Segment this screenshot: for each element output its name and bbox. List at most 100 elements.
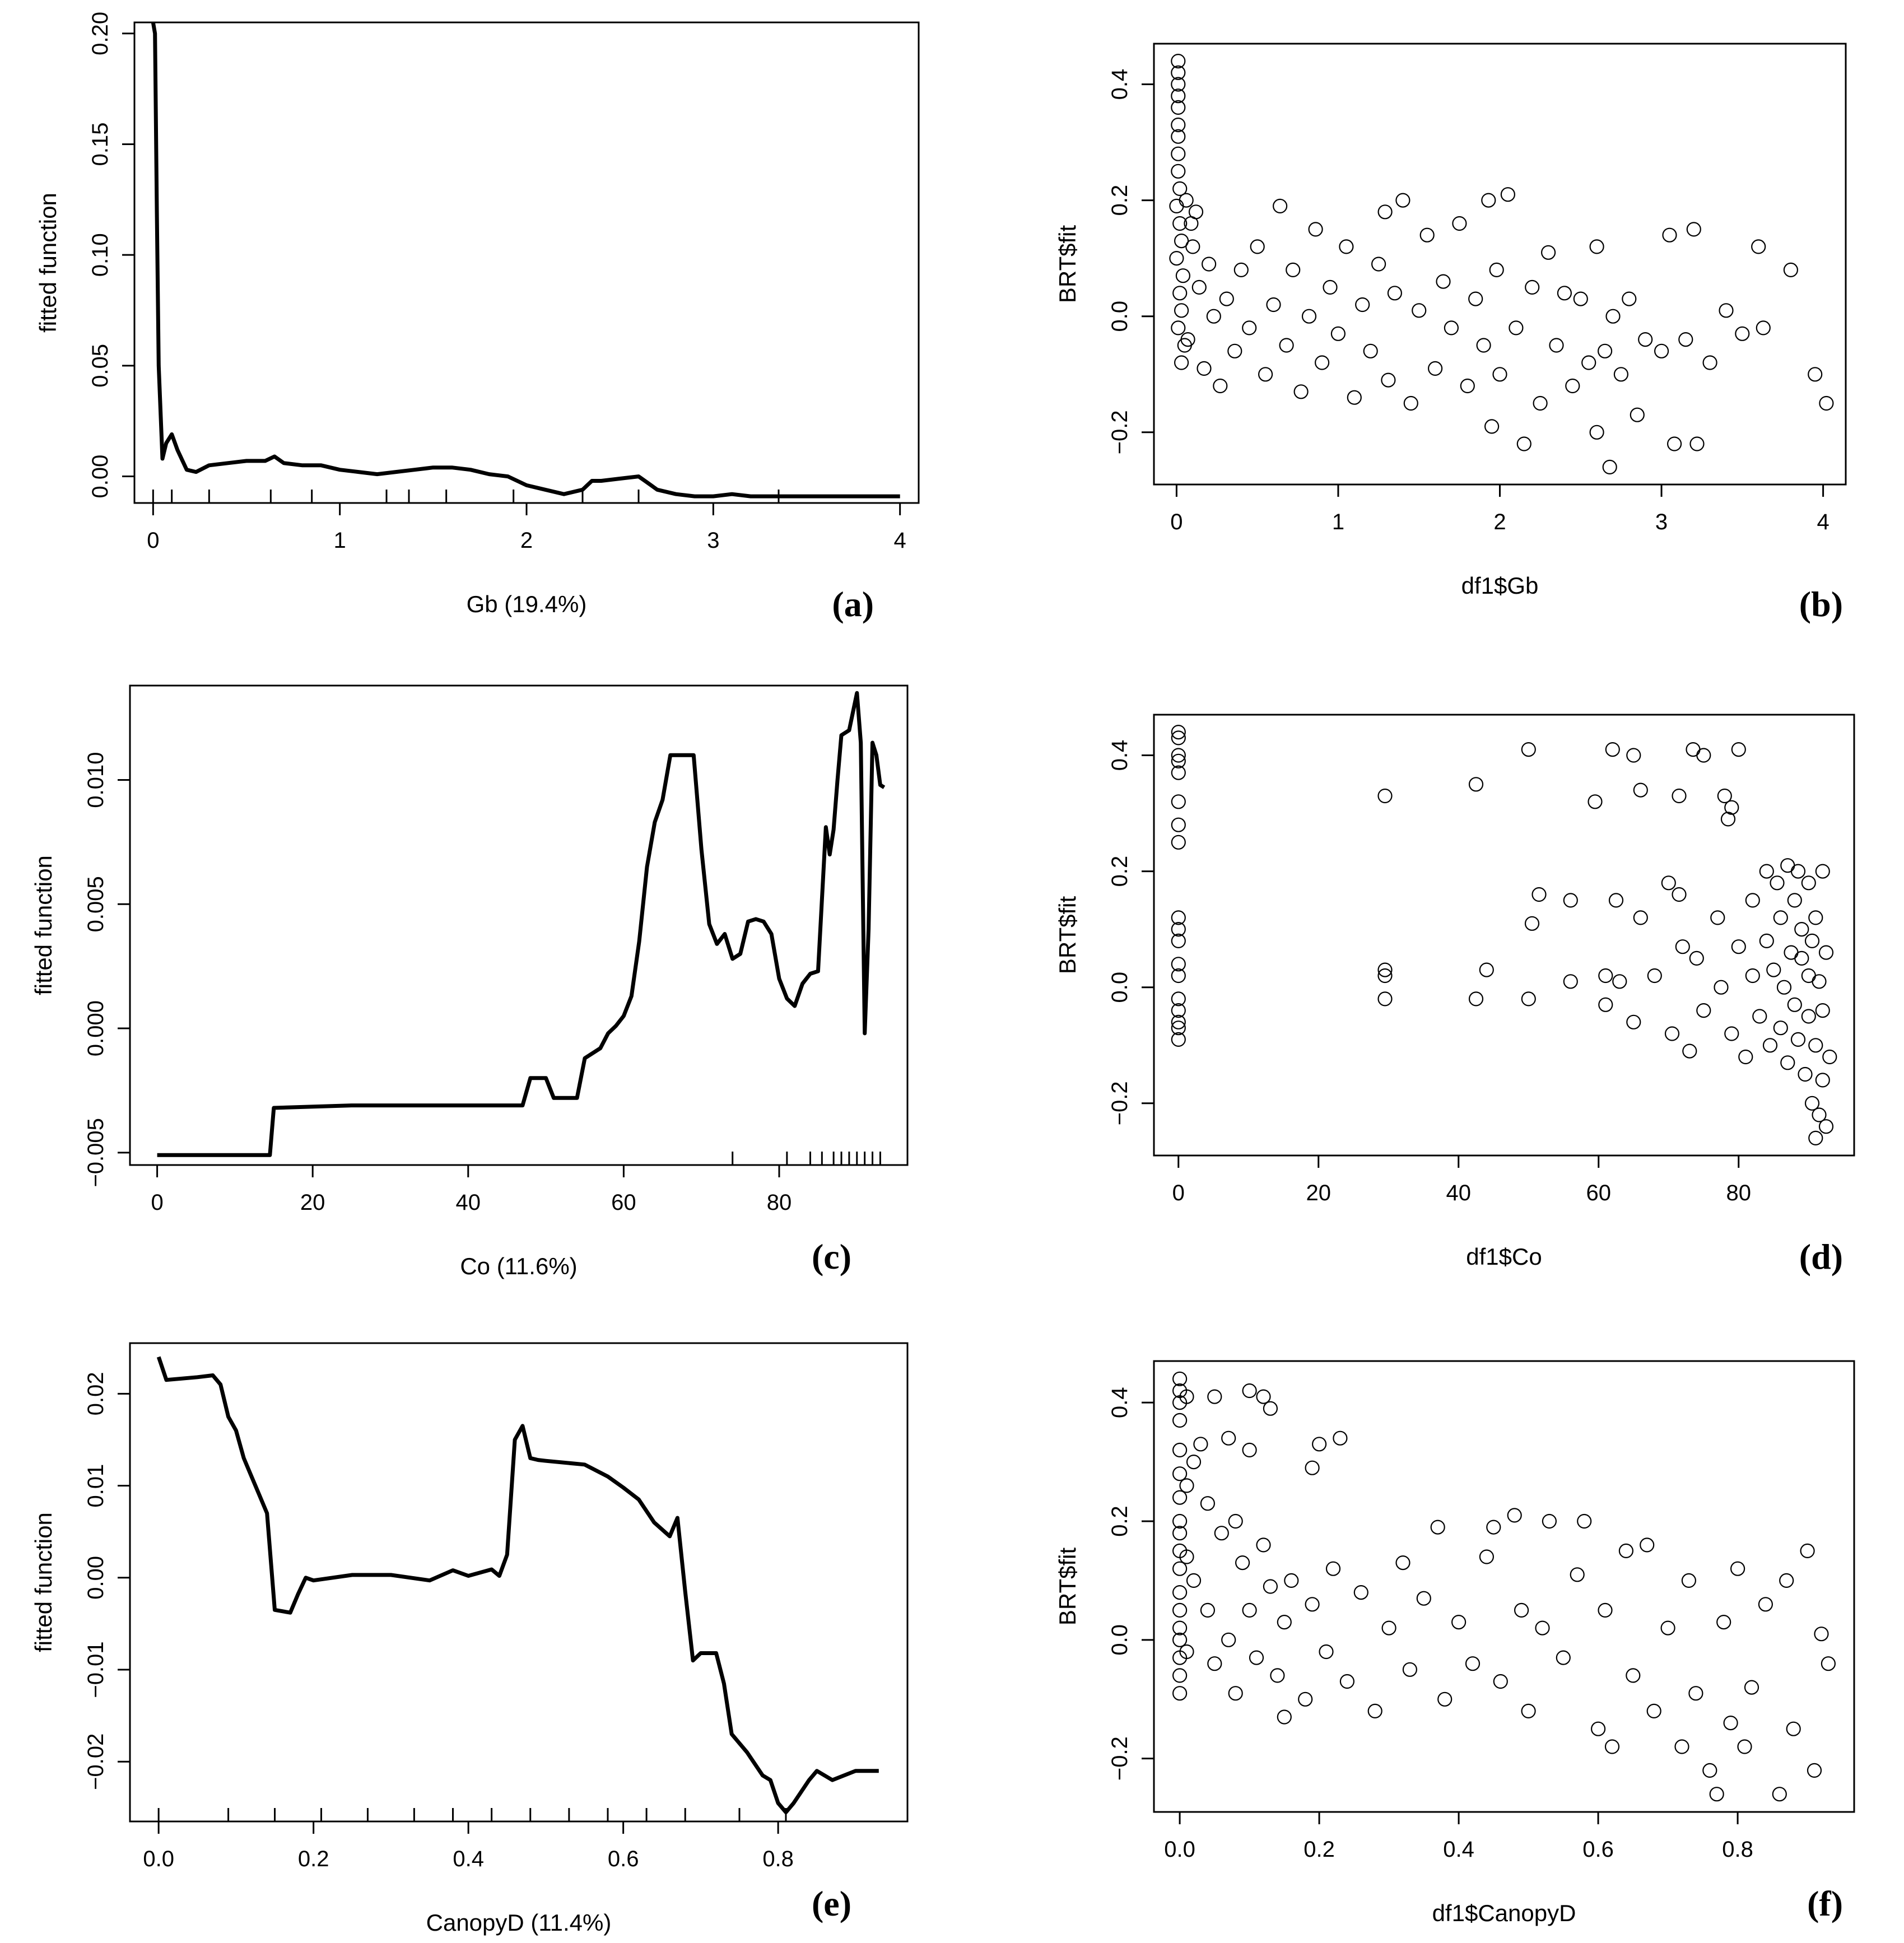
scatter-point <box>1549 338 1564 353</box>
y-tick-label: −0.005 <box>83 1118 108 1187</box>
x-tick-label: 0 <box>1170 510 1183 534</box>
scatter-point <box>1172 1526 1188 1541</box>
plot-frame <box>129 684 909 1166</box>
panel-tag: (a) <box>832 584 874 624</box>
x-tick-label: 2 <box>520 528 533 553</box>
scatter-point <box>1662 227 1677 243</box>
scatter-point <box>1786 1721 1801 1736</box>
panel-tag: (d) <box>1799 1237 1843 1276</box>
x-tick-label: 60 <box>611 1190 636 1215</box>
scatter-point <box>1804 1096 1820 1111</box>
scatter-point <box>1633 782 1648 798</box>
x-axis-label: df1$Co <box>1466 1243 1542 1270</box>
scatter-point <box>1214 1526 1229 1541</box>
scatter-point <box>1171 1032 1186 1047</box>
scatter-point <box>1516 436 1531 451</box>
scatter-point <box>1171 320 1186 336</box>
x-tick-label: 3 <box>707 528 719 553</box>
x-axis-label-importance: (11.6%) <box>490 1253 578 1279</box>
scatter-point <box>1339 1674 1355 1689</box>
scatter-point <box>1794 950 1809 966</box>
scatter-point <box>1702 1763 1717 1778</box>
scatter-point <box>1175 268 1190 283</box>
x-axis-label-name: df1$CanopyD <box>1432 1900 1576 1926</box>
scatter-point <box>1604 1739 1620 1754</box>
scatter-point <box>1242 1442 1257 1457</box>
scatter-point <box>1689 950 1704 966</box>
scatter-point <box>1258 367 1273 382</box>
fitted-curve <box>157 691 886 1157</box>
scatter-point <box>1790 1032 1806 1047</box>
scatter-point <box>1242 320 1257 336</box>
scatter-point <box>1377 204 1393 220</box>
x-tick-label: 0.0 <box>1164 1837 1195 1862</box>
scatter-point <box>1419 227 1435 243</box>
scatter-point <box>1172 1490 1188 1505</box>
y-tick-label: 0.00 <box>83 1556 108 1600</box>
scatter-point <box>1776 980 1792 995</box>
scatter-point <box>1723 1715 1738 1731</box>
scatter-point <box>1172 1413 1188 1428</box>
scatter-point <box>1672 887 1687 902</box>
y-tick-label: 0.05 <box>88 344 113 388</box>
scatter-point <box>1412 303 1427 318</box>
scatter-point <box>1171 117 1186 133</box>
x-axis-label: df1$Gb <box>1461 572 1539 599</box>
scatter-point <box>1387 286 1403 301</box>
scatter-point <box>1808 367 1823 382</box>
scatter-point <box>1752 1009 1767 1024</box>
chart-c: 0 20 40 60 80 −0.005 0.000 0.005 0.010 Co (11.6%)… <box>30 684 909 1279</box>
scatter-point <box>1377 991 1393 1007</box>
scatter-point <box>1716 1614 1731 1630</box>
scatter-point <box>1355 297 1370 313</box>
scatter-point <box>1172 181 1188 196</box>
scatter-point <box>1403 395 1418 411</box>
scatter-point <box>1305 1597 1320 1612</box>
scatter-point <box>1323 279 1338 295</box>
scatter-point <box>1171 1014 1186 1029</box>
scatter-point <box>1311 1437 1327 1452</box>
scatter-point <box>1758 1597 1773 1612</box>
x-axis-label-name: df1$Co <box>1466 1243 1542 1270</box>
scatter-point <box>1672 788 1687 804</box>
scatter-point <box>1172 1585 1188 1600</box>
x-tick-label: 0.6 <box>1582 1837 1614 1862</box>
y-tick-label: 0.00 <box>88 455 113 498</box>
scatter-point <box>1589 239 1604 254</box>
y-tick-label: 0.4 <box>1107 1387 1132 1418</box>
x-tick-label: 4 <box>1817 510 1829 534</box>
scatter-point <box>1377 962 1393 977</box>
scatter-point <box>1172 1513 1188 1529</box>
scatter-point <box>1481 193 1496 208</box>
scatter-point <box>1185 239 1200 254</box>
scatter-point <box>1171 957 1186 972</box>
scatter-point <box>1171 88 1186 104</box>
scatter-point <box>1221 1431 1236 1446</box>
panel-e: 0.0 0.2 0.4 0.6 0.8 −0.02 −0.01 0.00 0.01 0.02 Can… <box>0 1299 952 1943</box>
scatter-point <box>1654 343 1669 358</box>
scatter-point <box>1186 1455 1202 1470</box>
scatter-point <box>1171 730 1186 745</box>
scatter-point <box>1174 355 1189 370</box>
scatter-point <box>1436 274 1451 289</box>
panel-tag: (b) <box>1799 584 1843 624</box>
x-tick-label: 3 <box>1655 510 1668 534</box>
scatter-point <box>1731 742 1746 757</box>
scatter-point <box>1207 1389 1222 1404</box>
scatter-point <box>1256 1389 1271 1404</box>
scatter-point <box>1171 794 1186 809</box>
x-tick-label: 80 <box>1726 1181 1752 1205</box>
scatter-point <box>1689 436 1705 451</box>
scatter-point <box>1367 1703 1382 1719</box>
x-tick-label: 40 <box>456 1190 481 1215</box>
scatter-point <box>1804 933 1820 949</box>
y-tick-label: 0.4 <box>1107 740 1132 771</box>
scatter-point <box>1314 355 1330 370</box>
scatter-point <box>1563 974 1578 989</box>
x-tick-label: 2 <box>1493 510 1506 534</box>
scatter-point <box>1647 968 1662 984</box>
y-tick-label: 0.2 <box>1107 185 1132 216</box>
scatter-point <box>1801 1009 1816 1024</box>
y-axis-label: BRT$fit <box>1054 225 1081 304</box>
scatter-point <box>1738 1049 1753 1065</box>
